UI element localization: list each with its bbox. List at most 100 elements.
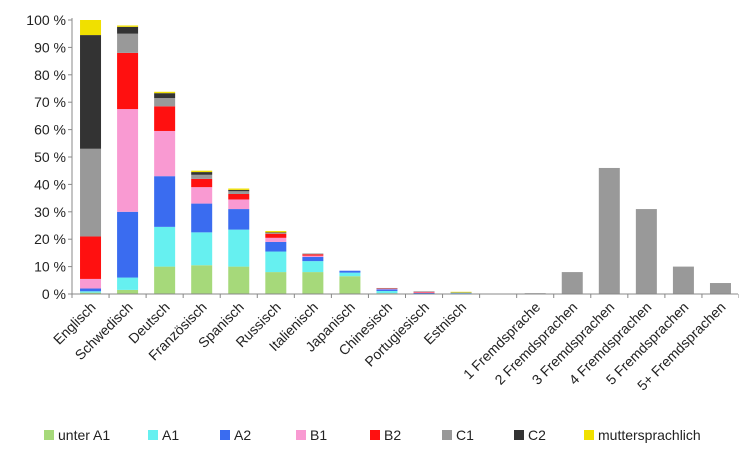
y-tick-label: 10 %: [34, 259, 66, 275]
bar-segment: [413, 292, 435, 293]
bar-segment: [265, 251, 287, 273]
bar-segment: [265, 241, 287, 252]
legend-label: C2: [528, 427, 546, 443]
legend-label: A1: [162, 427, 179, 443]
legend-label: unter A1: [58, 427, 110, 443]
bar-segment: [191, 203, 213, 233]
bar-segment: [265, 237, 287, 242]
y-tick-label: 100 %: [26, 12, 66, 28]
bar-segment: [191, 172, 213, 175]
bar-segment: [191, 187, 213, 204]
bar-segment: [80, 292, 102, 294]
bar-segment: [339, 276, 361, 294]
bar-segment: [117, 211, 139, 278]
bar-segment: [154, 130, 176, 177]
bar-segment: [80, 148, 102, 237]
bar-segment: [413, 292, 435, 294]
bar-segment: [265, 233, 287, 238]
bar-segment: [154, 176, 176, 227]
bar-segment: [228, 189, 250, 192]
bar-segment: [376, 288, 398, 290]
legend-swatch: [514, 430, 524, 440]
bar-segment: [117, 109, 139, 212]
legend-swatch: [148, 430, 158, 440]
bar-segment: [339, 270, 361, 273]
bar-segment: [376, 287, 398, 289]
bar-segment: [191, 232, 213, 266]
bar-segment: [228, 266, 250, 294]
y-tick-label: 80 %: [34, 67, 66, 83]
y-tick-label: 0 %: [42, 286, 66, 302]
legend-label: B2: [384, 427, 401, 443]
legend-swatch: [44, 430, 54, 440]
bar-segment: [80, 35, 102, 149]
bar-segment: [228, 199, 250, 210]
bar-segment: [302, 261, 324, 273]
legend-swatch: [370, 430, 380, 440]
bars: [80, 20, 731, 295]
bar-segment: [191, 174, 213, 179]
bar-segment: [376, 289, 398, 291]
bar-segment: [228, 191, 250, 194]
bar-segment: [450, 291, 472, 293]
legend-label: muttersprachlich: [598, 427, 701, 443]
bar-segment: [80, 291, 102, 293]
bar-segment: [154, 98, 176, 107]
bar-segment: [191, 170, 213, 173]
y-axis-ticks: 0 % 10 % 20 % 30 % 40 % 50 % 60 % 70 % 80 % 90 % 1…: [26, 12, 66, 302]
bar-segment: [413, 291, 435, 292]
axes: [68, 18, 739, 298]
bar-segment: [228, 188, 250, 190]
legend-label: A2: [234, 427, 251, 443]
bar-segment: [117, 25, 139, 27]
bar-segment: [228, 229, 250, 267]
bar-segment: [117, 277, 139, 290]
legend-swatch: [220, 430, 230, 440]
y-tick-label: 40 %: [34, 176, 66, 192]
legend: unter A1 A1 A2 B1 B2 C1 C2 muttersprachlich: [44, 427, 701, 443]
bar-segment: [80, 288, 102, 292]
y-tick-label: 30 %: [34, 204, 66, 220]
y-tick-label: 20 %: [34, 231, 66, 247]
bar-segment: [191, 265, 213, 294]
bar-segment: [154, 226, 176, 267]
legend-swatch: [442, 430, 452, 440]
bar-segment: [413, 291, 435, 293]
x-axis-labels: EnglischSchwedischDeutschFranzösischSpan…: [50, 299, 729, 394]
bar-segment: [450, 292, 472, 294]
bar-segment: [154, 93, 176, 99]
bar-segment: [635, 209, 657, 294]
y-tick-label: 70 %: [34, 94, 66, 110]
bar-segment: [117, 33, 139, 53]
bar-segment: [154, 91, 176, 94]
legend-swatch: [584, 430, 594, 440]
y-tick-label: 90 %: [34, 39, 66, 55]
legend-label: B1: [310, 427, 327, 443]
bar-segment: [80, 20, 102, 36]
bar-segment: [302, 254, 324, 256]
bar-segment: [302, 255, 324, 258]
bar-segment: [376, 290, 398, 294]
bar-segment: [191, 178, 213, 188]
bar-segment: [117, 289, 139, 294]
legend-label: C1: [456, 427, 474, 443]
bar-segment: [154, 266, 176, 294]
bar-segment: [709, 283, 731, 294]
legend-swatch: [296, 430, 306, 440]
bar-segment: [561, 272, 583, 294]
bar-segment: [80, 236, 102, 279]
bar-segment: [228, 193, 250, 200]
bar-segment: [154, 106, 176, 131]
bar-segment: [302, 253, 324, 255]
bar-segment: [598, 167, 620, 294]
bar-segment: [265, 232, 287, 234]
bar-segment: [117, 52, 139, 110]
bar-segment: [265, 230, 287, 233]
bar-segment: [339, 272, 361, 277]
bar-segment: [302, 272, 324, 294]
y-tick-label: 60 %: [34, 122, 66, 138]
bar-segment: [228, 209, 250, 230]
y-tick-label: 50 %: [34, 149, 66, 165]
